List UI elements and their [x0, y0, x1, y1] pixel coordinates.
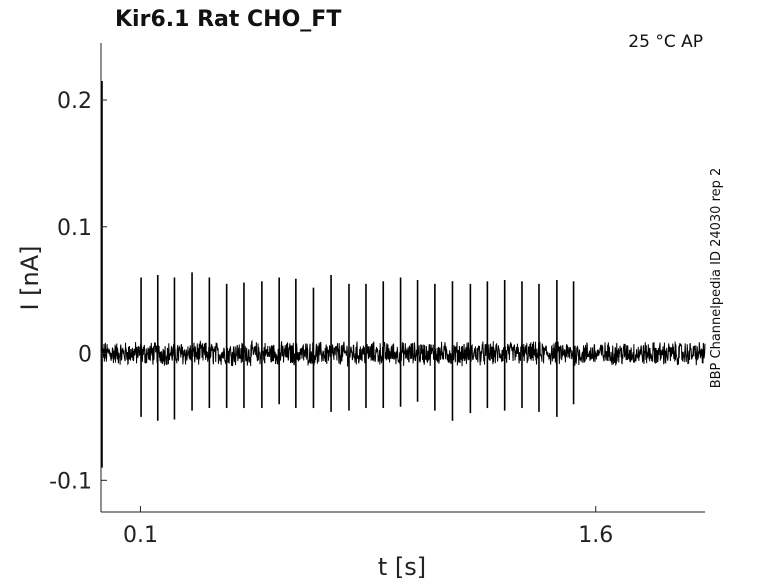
condition-label: 25 °C AP: [628, 32, 703, 52]
axis-ticks: -0.1 0 0.1 0.2 0.1 1.6: [49, 89, 613, 548]
y-axis-label: I [nA]: [16, 245, 44, 310]
y-tick-label: 0: [78, 343, 92, 368]
x-tick-label: 1.6: [578, 523, 613, 548]
current-trace: [100, 81, 706, 468]
y-tick-label: 0.2: [57, 89, 92, 114]
plot-area: -0.1 0 0.1 0.2 0.1 1.6: [49, 43, 706, 548]
trace-baseline: [100, 339, 706, 367]
y-tick-label: 0.1: [57, 216, 92, 241]
x-tick-label: 0.1: [123, 523, 158, 548]
side-note: BBP Channelpedia ID 24030 rep 2: [709, 168, 724, 389]
chart-title: Kir6.1 Rat CHO_FT: [115, 7, 341, 32]
x-axis-label: t [s]: [378, 553, 426, 581]
y-tick-label: -0.1: [49, 469, 92, 494]
